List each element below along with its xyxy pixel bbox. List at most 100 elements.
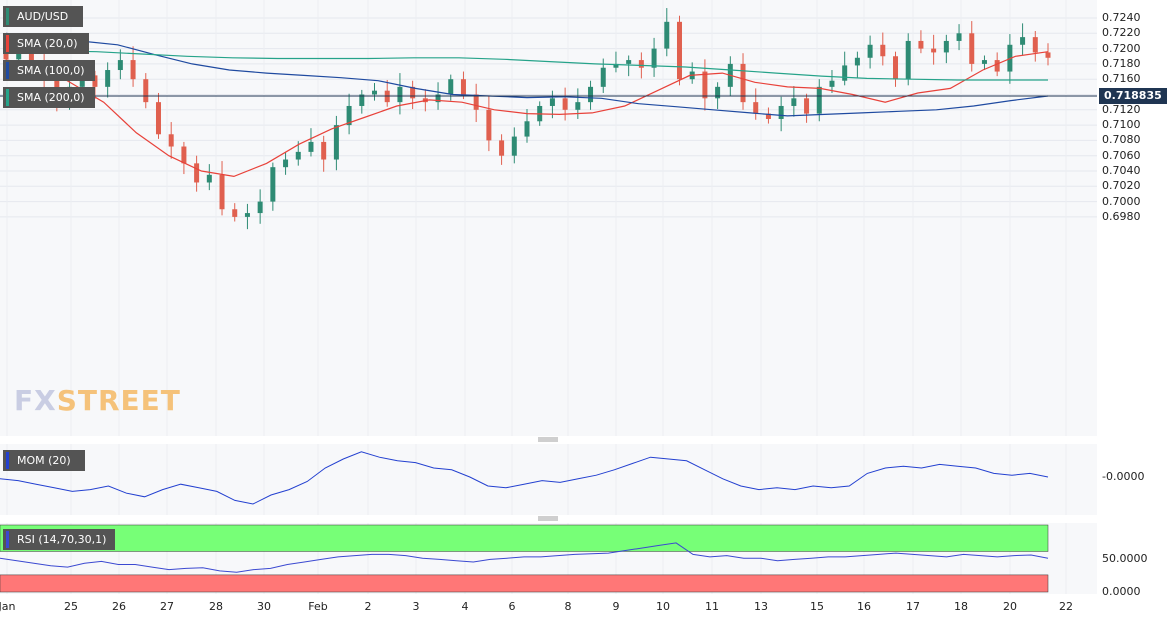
candle-body (92, 75, 98, 87)
time-tick-label: 27 (160, 600, 174, 613)
time-tick-label: 16 (857, 600, 871, 613)
candle-body (333, 125, 339, 160)
price-tick-label: 0.6980 (1102, 209, 1141, 223)
mom-label: MOM (20) (3, 450, 85, 471)
candle-body (588, 86, 594, 103)
candle-body (956, 33, 962, 41)
candle-body (994, 60, 1000, 72)
candle-body (143, 79, 149, 103)
candle-body (232, 209, 238, 217)
candle-body (664, 21, 670, 49)
time-tick-label: Jan (0, 600, 16, 613)
mom-swatch (6, 452, 9, 469)
sma200-line (5, 49, 1048, 81)
price-tick-label: 0.7080 (1102, 133, 1141, 147)
candle-body (28, 50, 34, 68)
sma20-label: SMA (20,0) (3, 33, 89, 54)
price-tick-label: 0.7240 (1102, 11, 1141, 24)
price-tick-label: 0.7220 (1102, 26, 1141, 40)
time-tick-label: 26 (112, 600, 126, 613)
candle-body (346, 105, 352, 126)
time-tick-label: 10 (656, 600, 670, 613)
current-price-badge: 0.718835 (1099, 88, 1167, 104)
time-tick-label: 20 (1003, 600, 1017, 613)
rsi-series (0, 524, 1049, 593)
candle-body (524, 121, 530, 137)
mom-panel-bg (0, 444, 1097, 515)
mom-text: MOM (20) (17, 454, 71, 467)
price-tick-label: 0.7040 (1102, 164, 1141, 177)
rsi-label: RSI (14,70,30,1) (3, 529, 115, 550)
candle-body (1045, 52, 1051, 58)
candle-body (765, 113, 771, 119)
candle-body (969, 33, 975, 64)
candle-body (499, 140, 505, 156)
price-tick-label: 0.7060 (1102, 148, 1141, 162)
candle-body (981, 60, 987, 64)
mom-zero-label: -0.0000 (1102, 470, 1145, 483)
candle-body (880, 44, 886, 57)
rsi-0-label: 0.0000 (1102, 585, 1141, 598)
candle-body (893, 56, 899, 80)
time-tick-label: Feb (308, 600, 328, 613)
candle-body (829, 80, 835, 87)
time-tick-label: 15 (810, 600, 824, 613)
price-tick-label: 0.7120 (1102, 102, 1141, 116)
price-tick-label: 0.7200 (1102, 41, 1141, 55)
candle-body (181, 146, 187, 164)
candle-body (257, 201, 263, 214)
time-tick-label: 30 (257, 600, 271, 613)
sma20-swatch (6, 35, 9, 52)
resize-handle-mom[interactable] (538, 437, 558, 442)
candle-body (867, 44, 873, 58)
candle-body (918, 40, 924, 49)
candle-body (613, 63, 619, 68)
candle-body (549, 98, 555, 106)
candle-body (397, 86, 403, 103)
candle-body (194, 163, 200, 183)
time-tick-label: 25 (64, 600, 78, 613)
sma20-line (5, 51, 1049, 178)
price-tick-label: 0.7020 (1102, 179, 1141, 193)
candle-body (753, 102, 759, 114)
rsi-50-label: 50.0000 (1102, 552, 1148, 565)
candle-body (562, 98, 568, 110)
time-tick-label: 4 (461, 600, 469, 613)
candle-body (905, 40, 911, 80)
instrument-text: AUD/USD (17, 10, 69, 23)
sma-lines (5, 32, 1049, 178)
candle-body (448, 79, 454, 95)
time-tick-label: 3 (412, 600, 420, 613)
candle-body (155, 102, 161, 135)
candle-body (486, 109, 492, 141)
candle-body (842, 65, 848, 81)
mom-line (0, 451, 1049, 505)
candle-body (308, 141, 314, 152)
rsi-line (0, 542, 1049, 573)
candle-body (435, 94, 441, 103)
candle-body (676, 21, 682, 80)
candle-body (715, 86, 721, 99)
candle-body (931, 48, 937, 53)
candle-body (943, 40, 949, 53)
logo-street: STREET (56, 384, 181, 417)
mom-series (0, 451, 1049, 505)
candle-body (575, 102, 581, 110)
sma200-swatch (6, 89, 9, 106)
sma200-text: SMA (200,0) (17, 91, 85, 104)
current-price-suffix: 5 (1154, 89, 1162, 102)
sma100-text: SMA (100,0) (17, 64, 85, 77)
current-price-text: 0.71883 (1104, 89, 1155, 102)
sma100-line (5, 32, 1049, 117)
rsi-swatch (6, 531, 9, 548)
resize-handle-rsi[interactable] (538, 516, 558, 521)
candle-body (359, 94, 365, 106)
time-tick-label: 9 (612, 600, 620, 613)
main-panel-bg (0, 0, 1097, 436)
instrument-label: AUD/USD (3, 6, 83, 27)
candle-body (372, 90, 378, 95)
candle-body (168, 134, 174, 147)
time-tick-label: 11 (705, 600, 719, 613)
sma200-label: SMA (200,0) (3, 87, 95, 108)
